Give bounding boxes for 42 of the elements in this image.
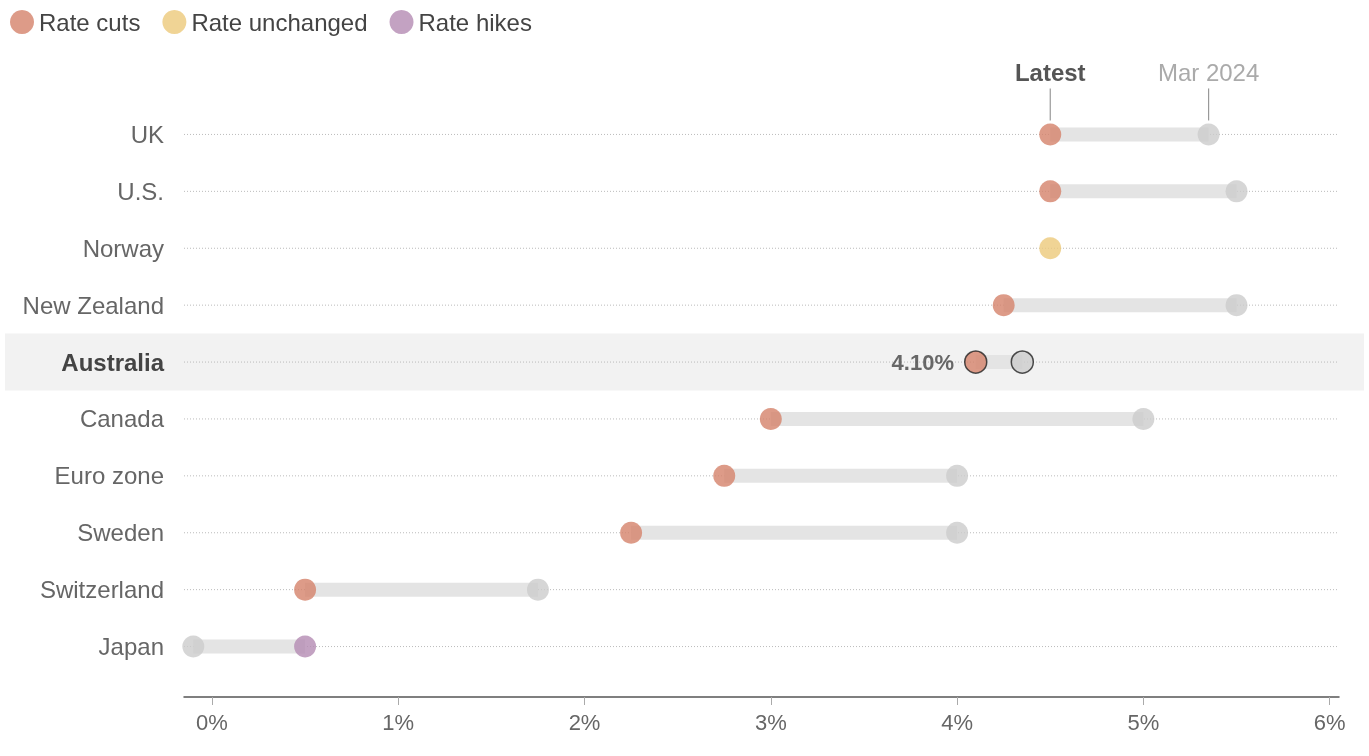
point	[620, 521, 643, 544]
point	[1039, 180, 1062, 203]
point	[1039, 123, 1062, 146]
point	[1225, 294, 1248, 317]
y-tick-label: Sweden	[77, 519, 164, 547]
point	[526, 578, 549, 601]
y-tick-label: Canada	[79, 405, 165, 433]
point	[1010, 350, 1035, 374]
y-tick-label: Australia	[61, 348, 165, 376]
point	[946, 521, 969, 544]
y-tick-label: UK	[130, 120, 164, 148]
y-tick-label: Euro zone	[54, 462, 164, 490]
legend-label: Rate hikes	[418, 8, 532, 36]
legend-label: Rate cuts	[39, 8, 141, 36]
annotation: Latest	[1014, 58, 1086, 86]
x-tick-label: 1%	[382, 709, 415, 735]
point	[294, 635, 317, 658]
y-tick-label: Japan	[98, 633, 164, 661]
x-tick-label: 2%	[568, 709, 601, 735]
point	[1132, 407, 1155, 430]
point	[713, 464, 736, 487]
y-tick-label: Norway	[82, 234, 164, 262]
point	[1197, 123, 1220, 146]
point	[992, 294, 1015, 317]
point	[1039, 237, 1062, 260]
x-tick-label: 3%	[754, 709, 787, 735]
annotation: Mar 2024	[1157, 58, 1260, 86]
x-tick-label: 0%	[196, 709, 228, 735]
point	[759, 407, 782, 430]
y-tick-label: New Zealand	[22, 291, 164, 319]
x-tick-label: 4%	[941, 709, 973, 735]
point	[294, 578, 317, 601]
y-tick-label: U.S.	[117, 177, 164, 205]
point	[1225, 180, 1248, 203]
data-label: 4.10%	[891, 349, 954, 375]
y-tick-label: Switzerland	[39, 576, 164, 604]
legend-label: Rate unchanged	[191, 8, 368, 36]
point	[182, 635, 205, 658]
x-tick-label: 6%	[1313, 709, 1346, 735]
point	[946, 464, 969, 487]
point	[964, 350, 988, 374]
x-tick-label: 5%	[1127, 709, 1160, 735]
